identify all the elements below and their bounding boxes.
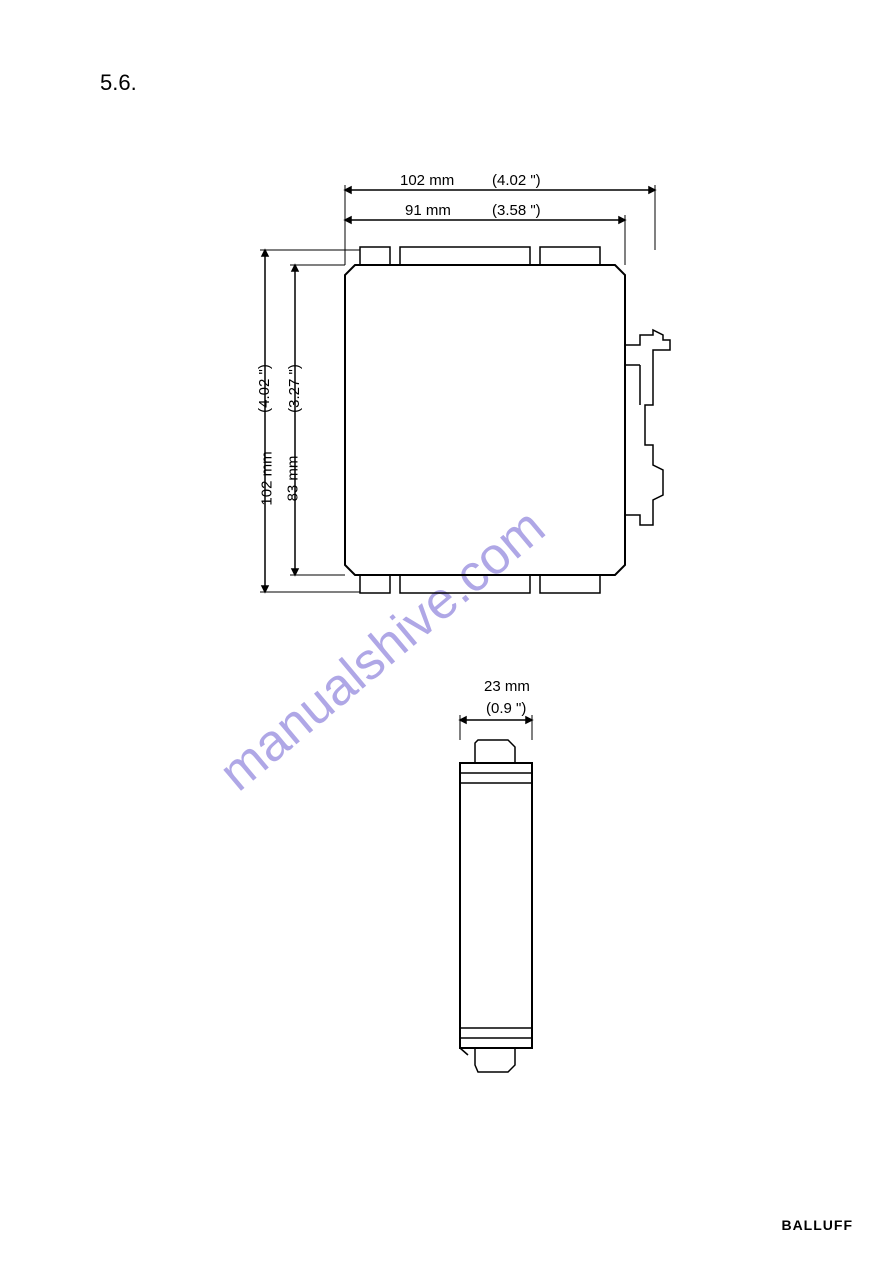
section-number: 5.6.: [100, 70, 137, 96]
brand-logo: BALLUFF: [781, 1217, 853, 1233]
side-view-drawing: [420, 665, 580, 1095]
top-view-drawing: [245, 165, 725, 635]
